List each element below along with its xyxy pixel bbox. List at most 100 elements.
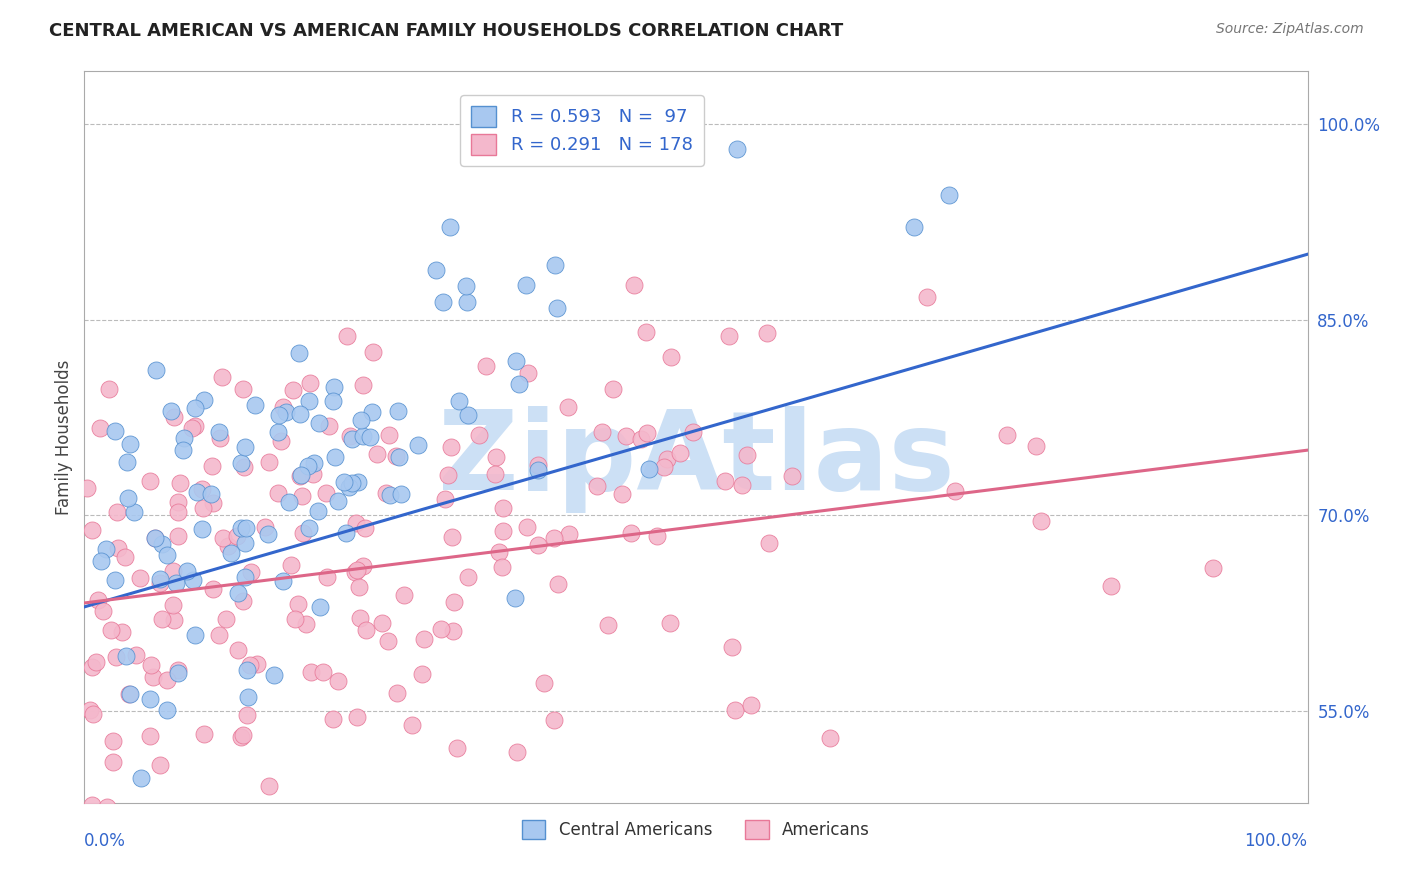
Point bbox=[436, 467, 458, 482]
Point bbox=[172, 442, 194, 457]
Point bbox=[236, 663, 259, 677]
Point bbox=[201, 582, 224, 596]
Point bbox=[508, 376, 530, 391]
Point bbox=[755, 326, 778, 340]
Point bbox=[104, 573, 127, 587]
Point bbox=[232, 382, 254, 396]
Point bbox=[165, 576, 187, 591]
Point bbox=[347, 475, 370, 489]
Point bbox=[943, 484, 966, 499]
Point bbox=[231, 456, 253, 470]
Point bbox=[266, 425, 288, 440]
Point bbox=[232, 728, 254, 742]
Point bbox=[543, 531, 565, 545]
Point bbox=[391, 487, 413, 501]
Point bbox=[229, 521, 252, 535]
Point bbox=[167, 529, 190, 543]
Point bbox=[201, 496, 224, 510]
Point bbox=[359, 430, 381, 444]
Point bbox=[141, 658, 163, 673]
Point bbox=[101, 755, 124, 769]
Point bbox=[363, 344, 385, 359]
Point bbox=[342, 476, 364, 491]
Point bbox=[1029, 514, 1052, 528]
Point bbox=[208, 628, 231, 642]
Point bbox=[162, 564, 184, 578]
Point bbox=[352, 378, 374, 392]
Point bbox=[333, 475, 356, 490]
Point bbox=[129, 571, 152, 585]
Point bbox=[149, 758, 172, 772]
Point bbox=[297, 459, 319, 474]
Point bbox=[118, 687, 141, 701]
Point bbox=[253, 520, 276, 534]
Point bbox=[288, 469, 311, 483]
Point bbox=[273, 401, 295, 415]
Point bbox=[1201, 561, 1223, 575]
Point bbox=[388, 450, 411, 464]
Point bbox=[167, 664, 190, 678]
Point bbox=[557, 526, 579, 541]
Point bbox=[903, 220, 925, 235]
Point bbox=[492, 524, 515, 538]
Point bbox=[291, 489, 314, 503]
Point bbox=[82, 706, 104, 721]
Point bbox=[682, 425, 704, 439]
Point bbox=[232, 460, 254, 475]
Point bbox=[735, 448, 758, 462]
Point bbox=[143, 532, 166, 546]
Point bbox=[724, 703, 747, 717]
Point bbox=[233, 440, 256, 454]
Point bbox=[208, 425, 231, 439]
Point bbox=[526, 538, 548, 552]
Point bbox=[360, 405, 382, 419]
Point bbox=[232, 594, 254, 608]
Point bbox=[295, 616, 318, 631]
Point bbox=[139, 475, 162, 489]
Point bbox=[612, 487, 634, 501]
Point bbox=[721, 640, 744, 654]
Point bbox=[82, 524, 104, 538]
Point bbox=[1025, 439, 1047, 453]
Point bbox=[308, 600, 330, 615]
Point bbox=[516, 367, 538, 381]
Point bbox=[115, 649, 138, 664]
Point bbox=[311, 665, 333, 679]
Point bbox=[387, 404, 409, 418]
Point bbox=[630, 432, 652, 446]
Point bbox=[938, 188, 960, 202]
Point bbox=[91, 604, 114, 618]
Point bbox=[139, 729, 162, 743]
Point bbox=[256, 526, 278, 541]
Text: Source: ZipAtlas.com: Source: ZipAtlas.com bbox=[1216, 22, 1364, 37]
Point bbox=[107, 505, 129, 519]
Point bbox=[233, 570, 256, 584]
Point bbox=[547, 577, 569, 591]
Point bbox=[619, 526, 641, 541]
Point bbox=[228, 585, 250, 599]
Point bbox=[713, 474, 735, 488]
Point bbox=[219, 545, 242, 559]
Point bbox=[143, 531, 166, 545]
Point bbox=[456, 279, 478, 293]
Point bbox=[302, 456, 325, 470]
Point bbox=[150, 612, 173, 626]
Point bbox=[668, 446, 690, 460]
Point bbox=[527, 462, 550, 476]
Point bbox=[201, 458, 224, 473]
Point bbox=[184, 401, 207, 415]
Point bbox=[392, 588, 415, 602]
Point bbox=[315, 569, 337, 583]
Point bbox=[209, 431, 232, 445]
Point bbox=[339, 429, 361, 443]
Point bbox=[659, 616, 682, 631]
Point bbox=[270, 434, 292, 449]
Point bbox=[105, 650, 128, 665]
Text: ZipAtlas: ZipAtlas bbox=[437, 406, 955, 513]
Point bbox=[602, 382, 624, 396]
Point bbox=[142, 670, 165, 684]
Point bbox=[655, 452, 678, 467]
Point bbox=[543, 714, 565, 728]
Point bbox=[354, 623, 377, 637]
Point bbox=[263, 667, 285, 681]
